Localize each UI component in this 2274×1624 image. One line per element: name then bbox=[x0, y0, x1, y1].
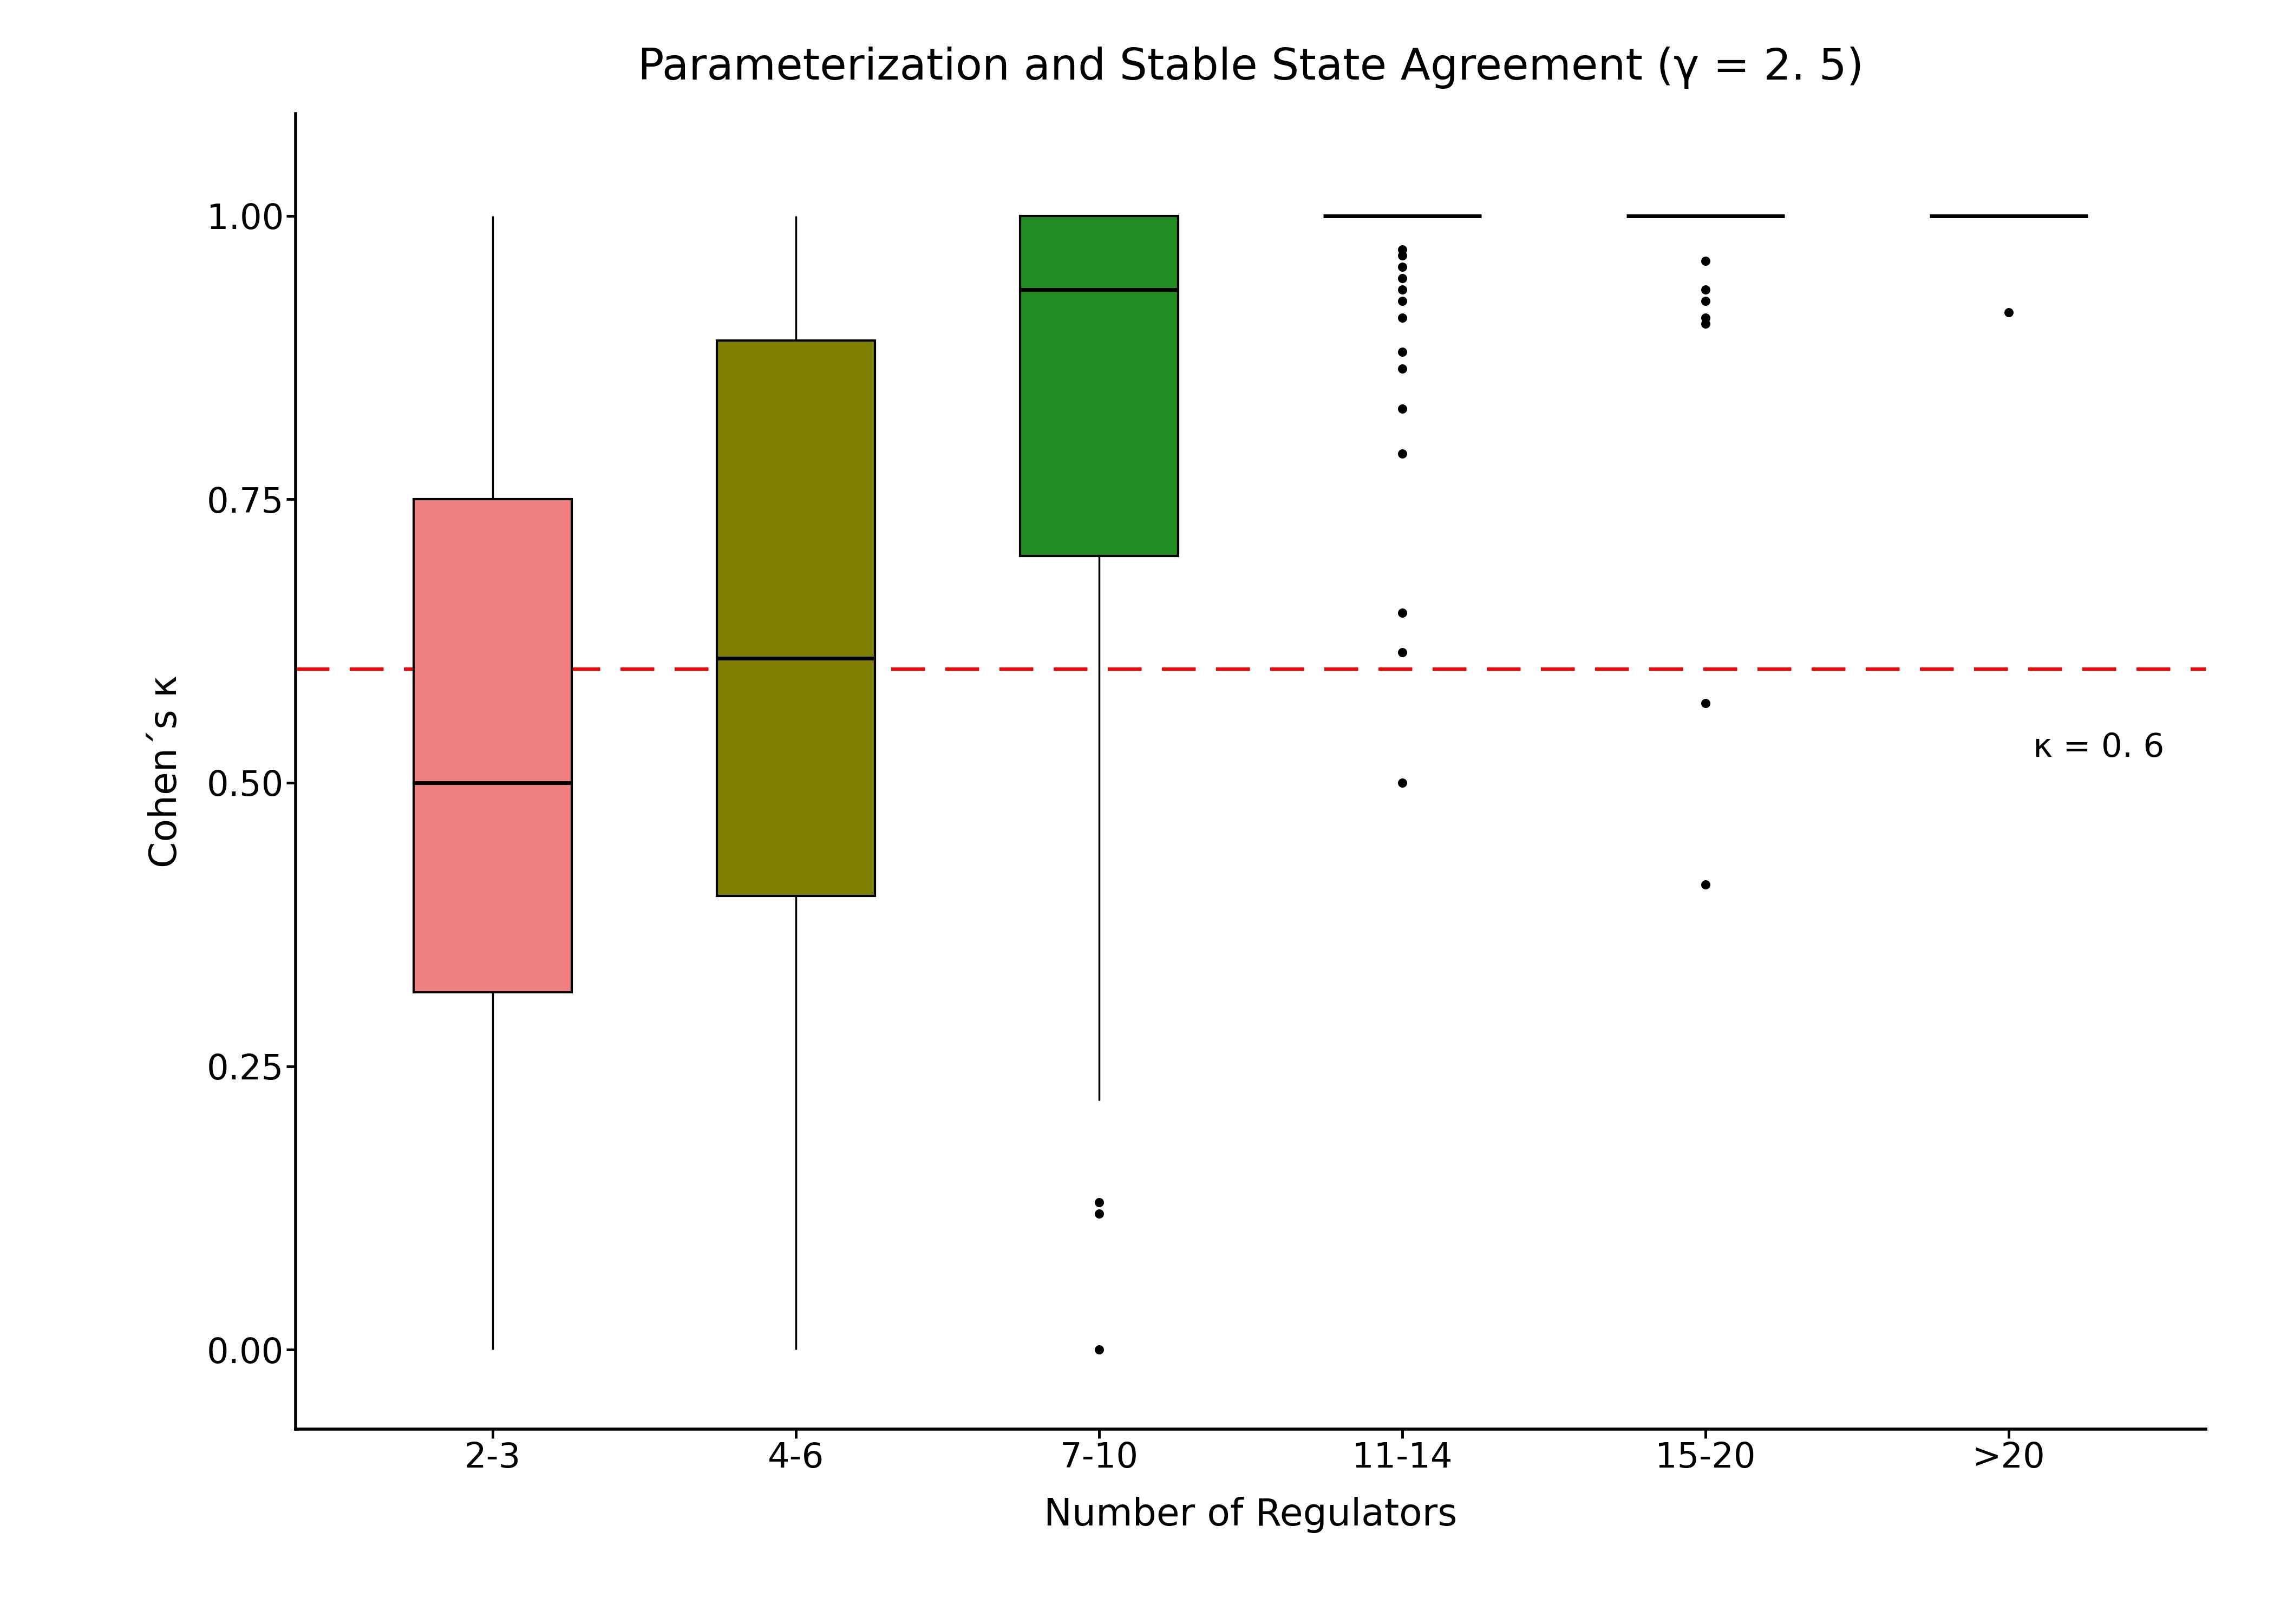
Point bbox=[1385, 253, 1421, 279]
Point bbox=[1385, 770, 1421, 796]
Point bbox=[1687, 287, 1724, 313]
Point bbox=[1385, 237, 1421, 263]
Title: Parameterization and Stable State Agreement (γ = 2. 5): Parameterization and Stable State Agreem… bbox=[637, 47, 1865, 89]
Point bbox=[1687, 310, 1724, 336]
Point bbox=[1687, 248, 1724, 274]
Point bbox=[1385, 440, 1421, 466]
Point bbox=[1687, 305, 1724, 331]
Y-axis label: Cohen´s κ: Cohen´s κ bbox=[148, 676, 184, 867]
Point bbox=[1385, 242, 1421, 268]
Bar bbox=[716, 341, 875, 896]
X-axis label: Number of Regulators: Number of Regulators bbox=[1044, 1497, 1458, 1533]
Point bbox=[1080, 1200, 1117, 1226]
Point bbox=[1385, 287, 1421, 313]
Bar bbox=[414, 499, 571, 992]
Point bbox=[1687, 690, 1724, 716]
Point bbox=[1080, 1189, 1117, 1215]
Point bbox=[1385, 276, 1421, 302]
Point bbox=[1385, 640, 1421, 666]
Point bbox=[1385, 396, 1421, 422]
Point bbox=[1385, 265, 1421, 291]
Point bbox=[1385, 599, 1421, 625]
Point bbox=[1080, 1337, 1117, 1363]
Text: κ = 0. 6: κ = 0. 6 bbox=[2033, 732, 2165, 763]
Point bbox=[1385, 305, 1421, 331]
Point bbox=[1385, 339, 1421, 365]
Point bbox=[1687, 276, 1724, 302]
Point bbox=[1385, 356, 1421, 382]
Point bbox=[1990, 299, 2026, 325]
Bar bbox=[1021, 216, 1178, 555]
Point bbox=[1687, 872, 1724, 898]
